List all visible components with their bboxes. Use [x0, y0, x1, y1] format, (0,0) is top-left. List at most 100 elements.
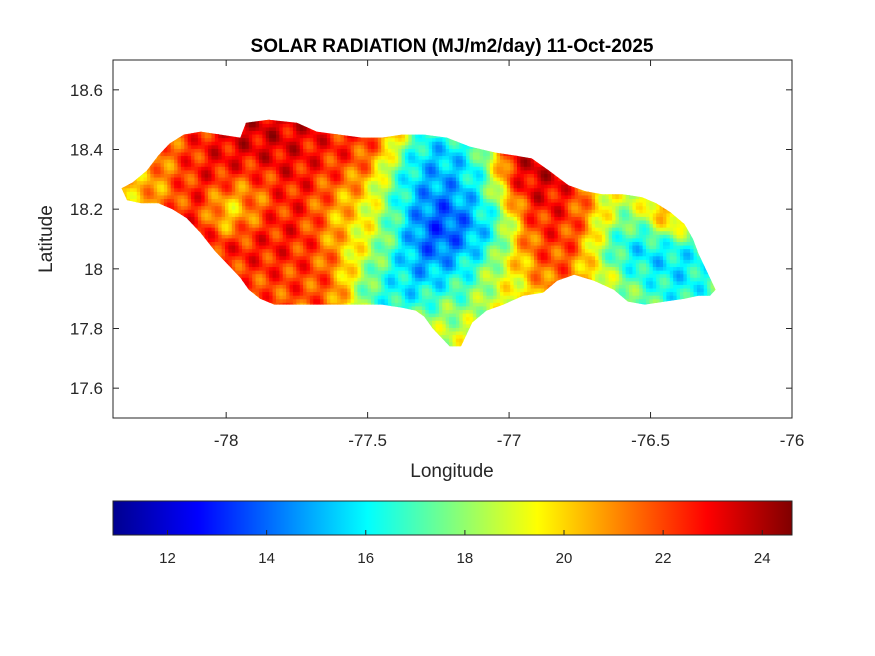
heatmap-cell: [255, 234, 260, 239]
heatmap-cell: [299, 209, 304, 214]
heatmap-cell: [326, 205, 331, 210]
heatmap-cell: [289, 137, 294, 142]
heatmap-cell: [265, 284, 270, 289]
heatmap-cell: [133, 198, 138, 203]
heatmap-cell: [323, 273, 328, 278]
heatmap-cell: [279, 241, 284, 246]
heatmap-cell: [279, 237, 284, 242]
heatmap-cell: [316, 194, 321, 200]
heatmap-cell: [289, 259, 294, 264]
heatmap-cell: [337, 133, 342, 139]
heatmap-cell: [163, 176, 168, 182]
heatmap-cell: [258, 144, 263, 149]
heatmap-cell: [201, 130, 206, 135]
heatmap-cell: [279, 255, 284, 260]
heatmap-cell: [187, 151, 192, 157]
heatmap-cell: [357, 241, 362, 246]
heatmap-cell: [269, 244, 274, 250]
heatmap-cell: [313, 151, 318, 157]
heatmap-cell: [286, 151, 291, 157]
heatmap-cell: [201, 202, 206, 207]
heatmap-cell: [153, 166, 158, 171]
heatmap-cell: [337, 169, 342, 174]
heatmap-cell: [279, 123, 284, 128]
heatmap-cell: [323, 159, 328, 164]
heatmap-cell: [286, 209, 291, 214]
heatmap-cell: [269, 191, 274, 196]
heatmap-cell: [197, 205, 202, 210]
heatmap-cell: [269, 262, 274, 268]
heatmap-cell: [140, 198, 145, 203]
heatmap-cell: [320, 241, 325, 246]
heatmap-cell: [242, 223, 247, 228]
heatmap-cell: [320, 295, 325, 300]
heatmap-cell: [187, 166, 192, 171]
heatmap-cell: [184, 162, 189, 167]
heatmap-cell: [282, 273, 287, 278]
heatmap-cell: [343, 148, 348, 153]
heatmap-cell: [333, 219, 338, 225]
heatmap-cell: [279, 126, 284, 132]
heatmap-cell: [208, 223, 213, 228]
heatmap-cell: [146, 191, 151, 196]
heatmap-cell: [252, 252, 257, 257]
heatmap-cell: [228, 180, 233, 185]
heatmap-cell: [265, 270, 270, 275]
heatmap-cell: [364, 280, 369, 285]
heatmap-cell: [364, 244, 369, 250]
heatmap-cell: [303, 252, 308, 257]
heatmap-cell: [242, 234, 247, 239]
heatmap-cell: [177, 151, 182, 157]
heatmap-cell: [184, 144, 189, 149]
heatmap-cell: [225, 212, 230, 217]
heatmap-cell: [330, 270, 335, 275]
heatmap-cell: [326, 255, 331, 260]
heatmap-cell: [143, 176, 148, 182]
heatmap-cell: [347, 244, 352, 250]
heatmap-cell: [320, 219, 325, 225]
heatmap-cell: [201, 198, 206, 203]
heatmap-cell: [269, 252, 274, 257]
heatmap-cell: [296, 155, 301, 160]
heatmap-cell: [333, 148, 338, 153]
heatmap-cell: [245, 237, 250, 242]
heatmap-cell: [235, 176, 240, 182]
heatmap-cell: [265, 162, 270, 167]
heatmap-cell: [296, 230, 301, 235]
heatmap-cell: [262, 198, 267, 203]
heatmap-cell: [292, 194, 297, 200]
heatmap-cell: [303, 244, 308, 250]
heatmap-cell: [347, 248, 352, 253]
heatmap-cell: [242, 159, 247, 164]
heatmap-cell: [245, 277, 250, 282]
heatmap-cell: [252, 119, 257, 124]
heatmap-cell: [146, 184, 151, 189]
heatmap-cell: [347, 291, 352, 296]
heatmap-cell: [252, 280, 257, 285]
heatmap-cell: [320, 230, 325, 235]
heatmap-cell: [255, 266, 260, 271]
heatmap-cell: [343, 133, 348, 139]
heatmap-cell: [279, 148, 284, 153]
heatmap-cell: [184, 169, 189, 174]
heatmap-cell: [211, 137, 216, 142]
heatmap-cell: [191, 173, 196, 178]
heatmap-cell: [167, 162, 172, 167]
heatmap-cell: [208, 194, 213, 200]
heatmap-cell: [252, 144, 257, 149]
heatmap-cell: [262, 287, 267, 293]
heatmap-cell: [252, 248, 257, 253]
heatmap-cell: [248, 252, 253, 257]
heatmap-cell: [167, 202, 172, 207]
heatmap-cell: [228, 155, 233, 160]
heatmap-cell: [354, 169, 359, 174]
heatmap-cell: [231, 144, 236, 149]
heatmap-cell: [309, 223, 314, 228]
heatmap-cell: [228, 234, 233, 239]
heatmap-cell: [245, 173, 250, 178]
heatmap-cell: [194, 162, 199, 167]
heatmap-cell: [323, 262, 328, 268]
heatmap-cell: [320, 270, 325, 275]
heatmap-cell: [231, 237, 236, 242]
heatmap-cell: [289, 302, 294, 307]
